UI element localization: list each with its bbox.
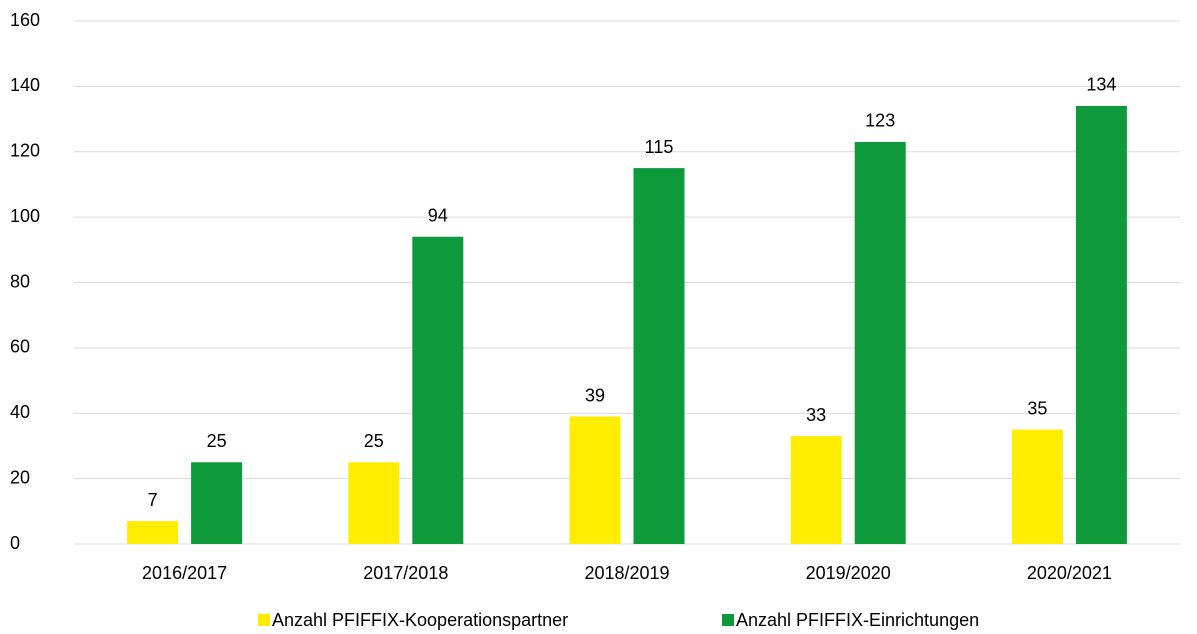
bar	[854, 141, 906, 544]
data-label: 33	[806, 405, 826, 425]
legend-swatch	[722, 614, 734, 626]
y-tick-label: 120	[10, 141, 40, 161]
y-tick-label: 100	[10, 206, 40, 226]
data-label: 39	[585, 385, 605, 405]
data-label: 35	[1027, 398, 1047, 418]
data-label: 7	[148, 490, 158, 510]
data-label: 25	[364, 431, 384, 451]
bar	[569, 416, 621, 544]
bar	[1011, 429, 1063, 544]
bar	[127, 521, 179, 544]
data-label: 134	[1086, 75, 1116, 95]
bar	[348, 462, 400, 544]
x-tick-label: 2016/2017	[142, 563, 227, 583]
data-label: 25	[207, 431, 227, 451]
data-label: 94	[428, 205, 448, 225]
bar	[191, 462, 243, 544]
y-tick-label: 60	[10, 337, 30, 357]
x-tick-label: 2017/2018	[363, 563, 448, 583]
legend-label: Anzahl PFIFFIX-Einrichtungen	[736, 610, 979, 630]
y-tick-label: 20	[10, 467, 30, 487]
bar	[1075, 105, 1127, 545]
legend-label: Anzahl PFIFFIX-Kooperationspartner	[272, 610, 568, 630]
x-tick-label: 2019/2020	[806, 563, 891, 583]
y-tick-label: 160	[10, 10, 40, 30]
x-tick-label: 2020/2021	[1027, 563, 1112, 583]
y-tick-label: 40	[10, 402, 30, 422]
data-label: 115	[645, 137, 674, 157]
bar	[633, 168, 685, 544]
y-tick-label: 140	[10, 75, 40, 95]
data-label: 123	[865, 111, 895, 131]
bar	[790, 436, 842, 544]
y-tick-label: 0	[10, 533, 20, 553]
bar	[412, 236, 464, 545]
x-tick-label: 2018/2019	[584, 563, 669, 583]
legend-swatch	[258, 614, 270, 626]
y-tick-label: 80	[10, 271, 30, 291]
